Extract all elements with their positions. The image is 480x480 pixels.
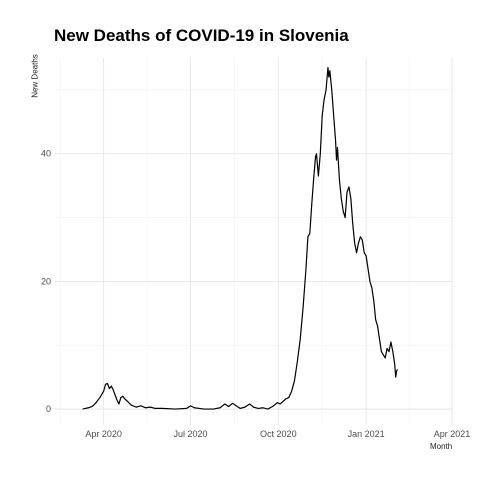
x-tick-label-2: Oct 2020	[260, 429, 297, 439]
grid-minor	[55, 58, 452, 425]
x-tick-label-1: Jul 2020	[173, 429, 207, 439]
x-axis-label: Month	[430, 442, 453, 451]
y-tick-labels: 0 20 40	[41, 149, 51, 414]
x-tick-labels: Apr 2020 Jul 2020 Oct 2020 Jan 2021 Apr 2021	[85, 429, 470, 439]
series-layer	[82, 66, 399, 410]
y-tick-label-20: 20	[41, 276, 51, 286]
x-tick-label-3: Jan 2021	[348, 429, 385, 439]
chart-title: New Deaths of COVID-19 in Slovenia	[54, 26, 349, 45]
grid-major	[55, 58, 453, 425]
y-tick-label-0: 0	[46, 404, 51, 414]
series-line-0	[82, 66, 399, 410]
y-tick-label-40: 40	[41, 149, 51, 159]
x-tick-label-4: Apr 2021	[434, 429, 471, 439]
x-tick-label-0: Apr 2020	[85, 429, 122, 439]
